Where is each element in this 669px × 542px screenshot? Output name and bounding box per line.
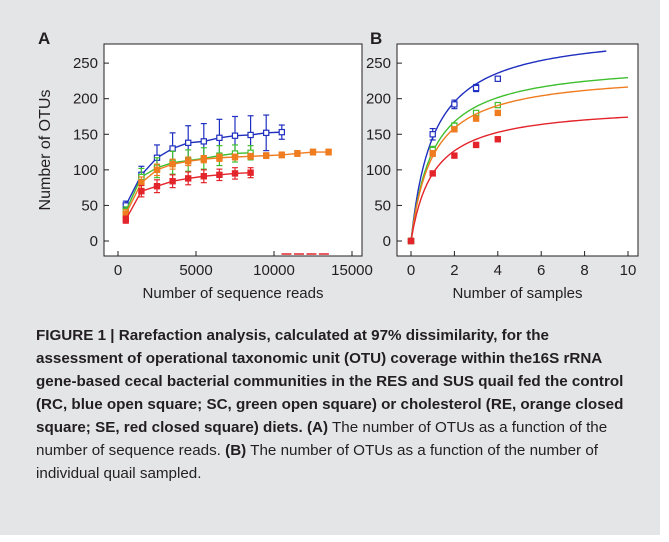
panel-label: B	[370, 29, 382, 48]
y-tick-label: 200	[73, 91, 98, 108]
data-point	[153, 183, 161, 190]
data-point	[472, 115, 480, 122]
y-axis-label: Number of OTUs	[37, 90, 54, 211]
data-point	[263, 152, 270, 159]
data-point	[231, 153, 239, 161]
data-point	[153, 166, 161, 174]
data-point	[247, 153, 254, 160]
x-tick-label: 8	[580, 262, 588, 279]
data-point	[247, 131, 254, 139]
series-1	[407, 50, 607, 245]
plot-frame	[103, 43, 363, 257]
x-tick-label: 10000	[253, 262, 295, 279]
data-point	[494, 75, 502, 82]
y-tick-label: 0	[90, 233, 98, 250]
x-tick-label: 4	[494, 262, 502, 279]
data-point	[263, 129, 270, 137]
data-point	[429, 150, 436, 157]
data-point	[200, 138, 207, 145]
data-point	[472, 141, 480, 149]
data-point	[278, 151, 286, 159]
data-point	[216, 171, 223, 179]
y-tick-label: 250	[73, 55, 98, 72]
data-point	[309, 148, 317, 156]
caption-text-b: The number of OTUs as a function of the …	[36, 442, 598, 482]
data-point	[494, 136, 502, 143]
data-point	[138, 187, 145, 195]
data-point	[216, 134, 223, 142]
x-tick-label: 10	[620, 262, 637, 279]
x-tick-label: 2	[450, 262, 458, 279]
data-point	[185, 139, 192, 147]
data-point	[407, 237, 415, 245]
data-point	[278, 128, 286, 136]
figure-caption: FIGURE 1 | Rarefaction analysis, calcula…	[36, 324, 640, 485]
data-point	[216, 154, 223, 161]
data-point	[494, 109, 502, 117]
series-3	[122, 148, 332, 219]
data-point	[185, 158, 192, 165]
x-axis-label: Number of samples	[452, 285, 582, 302]
y-tick-label: 0	[383, 233, 391, 250]
data-point	[247, 169, 254, 176]
data-point	[185, 175, 192, 182]
y-tick-label: 150	[73, 126, 98, 143]
data-point	[429, 170, 436, 177]
caption-text-a: The number of OTUs as a function of the …	[36, 419, 608, 459]
series-fit-line	[410, 50, 607, 242]
series-fit-line	[410, 86, 629, 242]
data-point	[200, 173, 207, 180]
series-4	[407, 116, 629, 245]
y-tick-label: 100	[366, 162, 391, 179]
data-point	[294, 150, 301, 157]
y-tick-label: 50	[374, 197, 391, 214]
plot-frame	[396, 43, 639, 257]
panel-a-chart: A 0 50 100 150 200 250 0 5000 10000 15000 Number of…	[37, 29, 373, 302]
caption-label-b: (B)	[225, 442, 247, 459]
data-point	[472, 84, 480, 92]
y-tick-label: 250	[366, 55, 391, 72]
x-axis-label: Number of sequence reads	[143, 285, 324, 302]
caption-title: FIGURE 1 | Rarefaction analysis, calcula…	[36, 327, 624, 436]
x-tick-label: 6	[537, 262, 545, 279]
data-point	[122, 216, 129, 223]
y-tick-label: 50	[81, 197, 98, 214]
caption-label-a: (A)	[306, 419, 329, 436]
data-point	[138, 179, 145, 186]
data-point	[169, 178, 176, 185]
figure-panel: A 0 50 100 150 200 250 0 5000 10000 15000 Number of…	[0, 0, 660, 535]
series-4	[122, 167, 254, 224]
x-tick-label: 0	[407, 262, 415, 279]
data-point	[200, 155, 207, 163]
series-fit-line	[410, 76, 629, 242]
x-tick-label: 0	[114, 262, 122, 279]
data-point	[325, 148, 332, 156]
panel-b-chart: B 0 50 100 150 200 250 0 2 4 6 8 10 Number of samples	[366, 29, 639, 302]
panel-label: A	[38, 29, 50, 48]
x-tick-label: 5000	[179, 262, 212, 279]
data-point	[451, 152, 458, 159]
data-point	[169, 160, 176, 168]
y-tick-label: 200	[366, 91, 391, 108]
data-point	[451, 126, 458, 133]
data-point	[169, 145, 176, 152]
data-point	[429, 131, 436, 138]
y-tick-label: 100	[73, 162, 98, 179]
y-tick-label: 150	[366, 126, 391, 143]
data-point	[231, 132, 239, 139]
series-fit-line	[410, 116, 629, 242]
data-point	[231, 170, 239, 177]
data-point	[451, 101, 458, 108]
x-tick-label: 15000	[331, 262, 373, 279]
